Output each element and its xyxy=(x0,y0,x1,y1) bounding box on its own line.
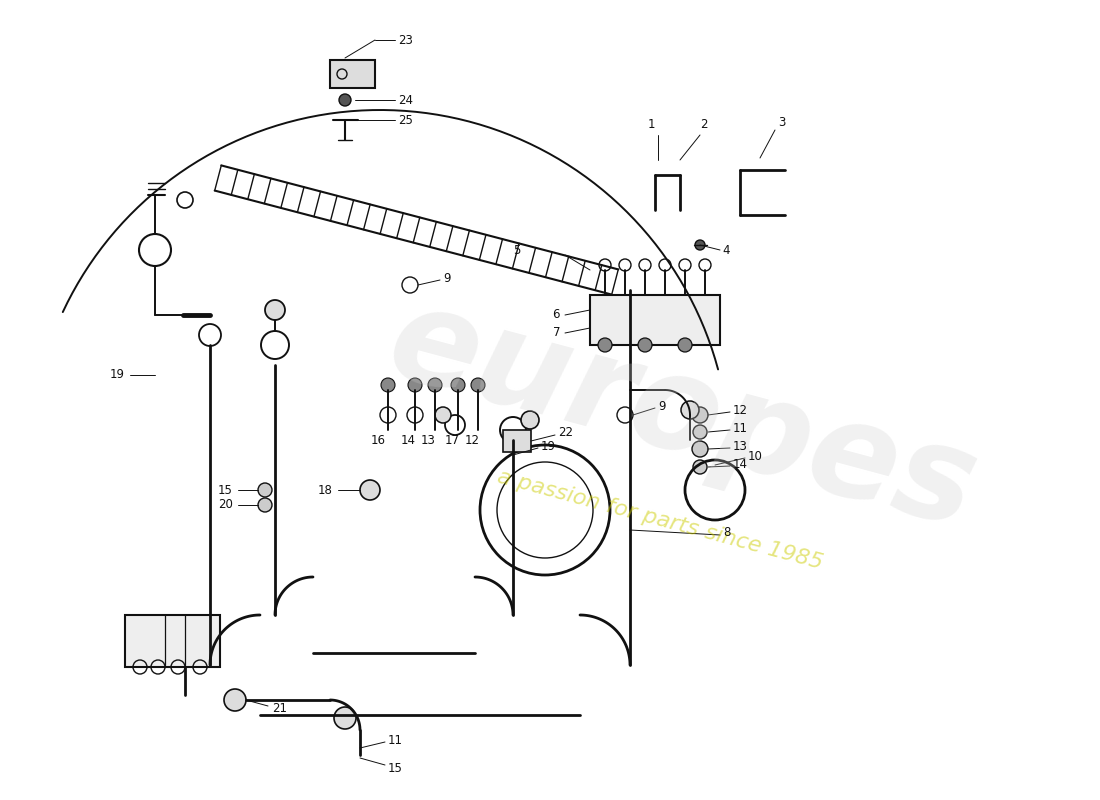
Text: 9: 9 xyxy=(658,399,666,413)
Circle shape xyxy=(521,411,539,429)
Bar xyxy=(590,295,720,345)
Circle shape xyxy=(598,338,612,352)
Text: 14: 14 xyxy=(400,434,416,446)
Text: 8: 8 xyxy=(723,526,730,539)
Circle shape xyxy=(265,300,285,320)
Circle shape xyxy=(434,407,451,423)
Circle shape xyxy=(258,498,272,512)
Text: 7: 7 xyxy=(552,326,560,339)
Text: europes: europes xyxy=(375,277,989,555)
Text: 14: 14 xyxy=(733,458,748,470)
Bar xyxy=(503,430,531,452)
Circle shape xyxy=(692,407,708,423)
Circle shape xyxy=(500,417,526,443)
Text: 13: 13 xyxy=(733,439,748,453)
Circle shape xyxy=(678,338,692,352)
Circle shape xyxy=(693,460,707,474)
Circle shape xyxy=(692,441,708,457)
Circle shape xyxy=(360,480,379,500)
Text: 21: 21 xyxy=(272,702,287,714)
Circle shape xyxy=(339,94,351,106)
Circle shape xyxy=(681,401,698,419)
Circle shape xyxy=(177,192,192,208)
Text: 22: 22 xyxy=(558,426,573,439)
Text: 24: 24 xyxy=(398,94,412,106)
Text: 3: 3 xyxy=(778,115,785,129)
Circle shape xyxy=(638,338,652,352)
Text: 19: 19 xyxy=(110,369,125,382)
Circle shape xyxy=(199,324,221,346)
Circle shape xyxy=(381,378,395,392)
Text: 4: 4 xyxy=(722,243,729,257)
Bar xyxy=(330,60,375,88)
Bar xyxy=(125,615,220,667)
Circle shape xyxy=(446,415,465,435)
Text: 10: 10 xyxy=(748,450,763,462)
Text: 19: 19 xyxy=(541,439,556,453)
Text: a passion for parts since 1985: a passion for parts since 1985 xyxy=(495,467,825,573)
Text: 11: 11 xyxy=(733,422,748,434)
Circle shape xyxy=(334,707,356,729)
Text: 20: 20 xyxy=(218,498,233,511)
Circle shape xyxy=(695,240,705,250)
Text: 1: 1 xyxy=(648,118,656,131)
Circle shape xyxy=(693,425,707,439)
Text: 9: 9 xyxy=(443,271,451,285)
Circle shape xyxy=(408,378,422,392)
Text: 16: 16 xyxy=(371,434,385,446)
Text: 2: 2 xyxy=(700,118,707,131)
Circle shape xyxy=(224,689,246,711)
Text: 23: 23 xyxy=(398,34,412,46)
Text: 11: 11 xyxy=(388,734,403,746)
Text: 15: 15 xyxy=(218,483,233,497)
Circle shape xyxy=(261,331,289,359)
Text: 17: 17 xyxy=(444,434,460,446)
Text: 12: 12 xyxy=(733,403,748,417)
Circle shape xyxy=(471,378,485,392)
Text: 5: 5 xyxy=(513,243,520,257)
Text: 18: 18 xyxy=(318,483,333,497)
Circle shape xyxy=(258,483,272,497)
Circle shape xyxy=(451,378,465,392)
Text: 6: 6 xyxy=(552,309,560,322)
Text: 25: 25 xyxy=(398,114,412,126)
Circle shape xyxy=(428,378,442,392)
Text: 15: 15 xyxy=(388,762,403,774)
Circle shape xyxy=(139,234,170,266)
Text: 13: 13 xyxy=(420,434,436,446)
Text: 12: 12 xyxy=(464,434,480,446)
